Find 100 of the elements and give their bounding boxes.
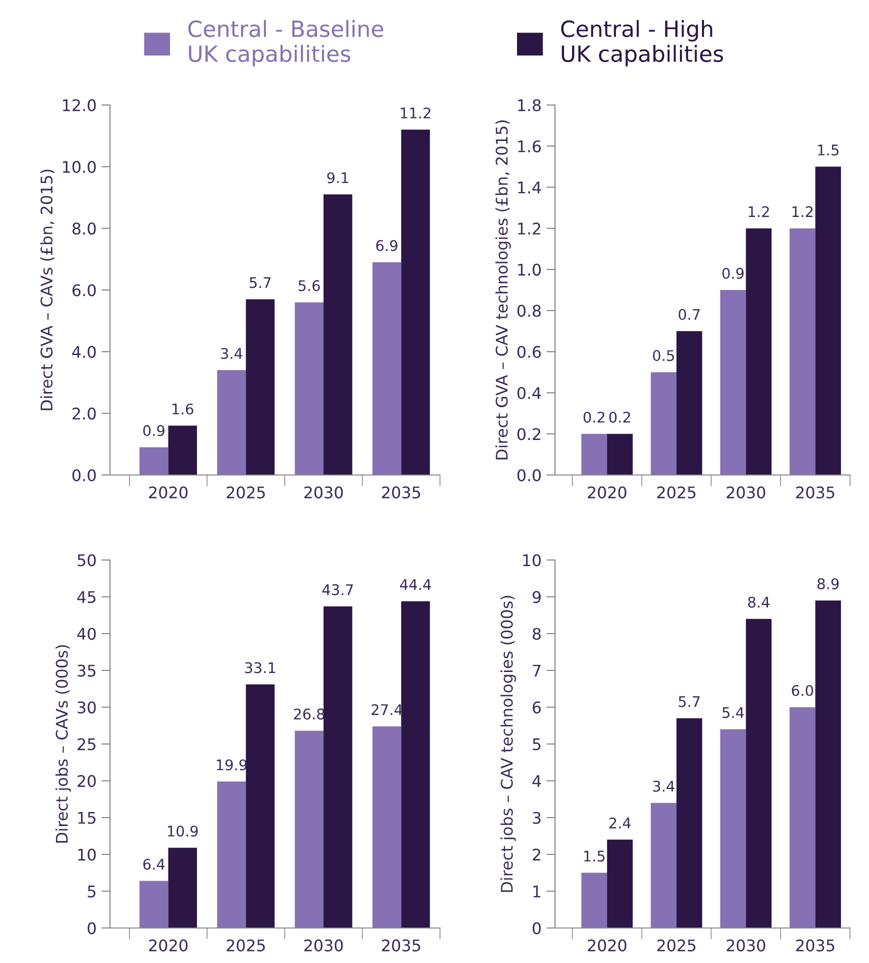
bar [324, 606, 352, 928]
y-tick-label: 1.2 [518, 222, 540, 234]
data-label: 0.2 [609, 412, 630, 423]
bar [217, 370, 246, 475]
y-tick-label: 15 [78, 812, 96, 824]
x-tick-label: 2030 [726, 486, 766, 498]
data-label: 5.4 [722, 707, 744, 718]
y-tick-label: 2.0 [72, 408, 96, 420]
y-tick-label: 10 [523, 554, 541, 566]
y-tick-label: 1.8 [518, 99, 541, 112]
bar [607, 840, 633, 928]
bar [372, 262, 402, 475]
bar [168, 848, 197, 928]
data-label: 44.4 [400, 579, 431, 590]
data-label: 43.7 [322, 584, 353, 596]
bar [246, 684, 275, 928]
data-label: 3.4 [221, 348, 242, 360]
bar [372, 726, 402, 928]
bar [581, 434, 608, 475]
data-label: 10.9 [168, 826, 198, 837]
y-tick-label: 0.0 [72, 469, 96, 482]
y-tick-label: 4 [532, 775, 541, 787]
data-label: 8.9 [818, 578, 839, 590]
bar [676, 718, 702, 928]
y-tick-label: 1.6 [518, 140, 541, 152]
data-label: 0.7 [678, 308, 700, 320]
y-tick-label: 45 [77, 591, 96, 604]
bar [324, 194, 352, 475]
y-axis-title: Direct GVA – CAV technologies (£bn, 2015) [495, 120, 511, 460]
bar [790, 228, 816, 475]
x-tick-label: 2025 [657, 486, 696, 498]
data-label: 5.7 [250, 277, 271, 288]
bar [168, 426, 197, 475]
data-label: 0.2 [584, 412, 604, 423]
bar [746, 618, 772, 928]
y-tick-label: 1 [533, 886, 540, 898]
y-tick-label: 0.8 [517, 304, 541, 317]
bar [140, 880, 168, 928]
bar [790, 707, 816, 928]
y-tick-label: 10.0 [62, 160, 96, 173]
y-tick-label: 2 [532, 848, 540, 860]
data-label: 3.4 [653, 780, 674, 792]
data-label: 9.1 [327, 172, 348, 184]
bar [607, 434, 633, 475]
bar [294, 730, 324, 928]
y-tick-label: 25 [78, 738, 96, 750]
y-tick-label: 6 [532, 701, 541, 714]
x-tick-label: 2020 [149, 486, 188, 498]
data-label: 0.5 [652, 350, 674, 362]
x-tick-label: 2025 [226, 939, 265, 952]
y-tick-label: 8.0 [72, 222, 96, 235]
x-tick-label: 2020 [588, 486, 626, 498]
y-tick-label: 7 [532, 664, 540, 676]
x-tick-label: 2035 [382, 939, 420, 952]
legend-label: Central - High UK capabilities [561, 20, 724, 66]
data-label: 1.6 [172, 403, 194, 415]
data-label: 0.9 [143, 425, 164, 436]
x-tick-label: 2035 [382, 486, 420, 498]
x-tick-label: 2025 [657, 939, 696, 952]
y-tick-label: 10 [78, 848, 96, 861]
y-tick-label: 0.6 [517, 346, 541, 358]
data-label: 8.4 [748, 596, 770, 608]
y-tick-label: 5 [532, 738, 540, 750]
x-tick-label: 2030 [726, 939, 766, 952]
data-label: 1.5 [584, 850, 605, 862]
x-tick-label: 2030 [304, 939, 343, 952]
bar [720, 729, 746, 928]
data-label: 1.5 [818, 144, 838, 156]
data-label: 6.9 [376, 240, 398, 252]
y-tick-label: 0.2 [517, 428, 540, 440]
data-label: 5.6 [298, 280, 320, 292]
data-label: 11.2 [400, 107, 430, 118]
y-tick-label: 50 [78, 554, 96, 566]
y-axis-title: Direct jobs – CAVs (000s) [55, 645, 71, 843]
bar [246, 299, 275, 475]
x-tick-label: 2035 [796, 939, 834, 952]
y-tick-label: 0.0 [517, 469, 541, 482]
y-tick-label: 0.4 [517, 386, 541, 400]
y-tick-label: 1.4 [518, 182, 541, 194]
bar [746, 228, 772, 475]
y-tick-label: 30 [78, 701, 96, 714]
y-axis-title: Direct GVA – CAVs (£bn, 2015) [40, 170, 54, 410]
data-label: 5.7 [678, 696, 700, 708]
y-tick-label: 40 [77, 628, 96, 640]
bar [581, 872, 608, 928]
y-tick-label: 0 [532, 922, 541, 934]
y-tick-label: 35 [78, 664, 96, 677]
x-tick-label: 2020 [588, 939, 626, 952]
y-tick-label: 6.0 [72, 284, 96, 296]
data-label: 6.4 [143, 858, 165, 870]
bar [217, 782, 246, 928]
data-label: 0.9 [722, 268, 744, 279]
y-tick-label: 5 [88, 886, 96, 898]
bar [720, 290, 746, 475]
bar [676, 331, 702, 475]
data-label: 33.1 [245, 662, 276, 674]
bar [140, 447, 168, 475]
y-tick-label: 9 [532, 591, 541, 604]
data-label: 1.2 [748, 206, 769, 217]
y-tick-label: 20 [78, 775, 96, 788]
